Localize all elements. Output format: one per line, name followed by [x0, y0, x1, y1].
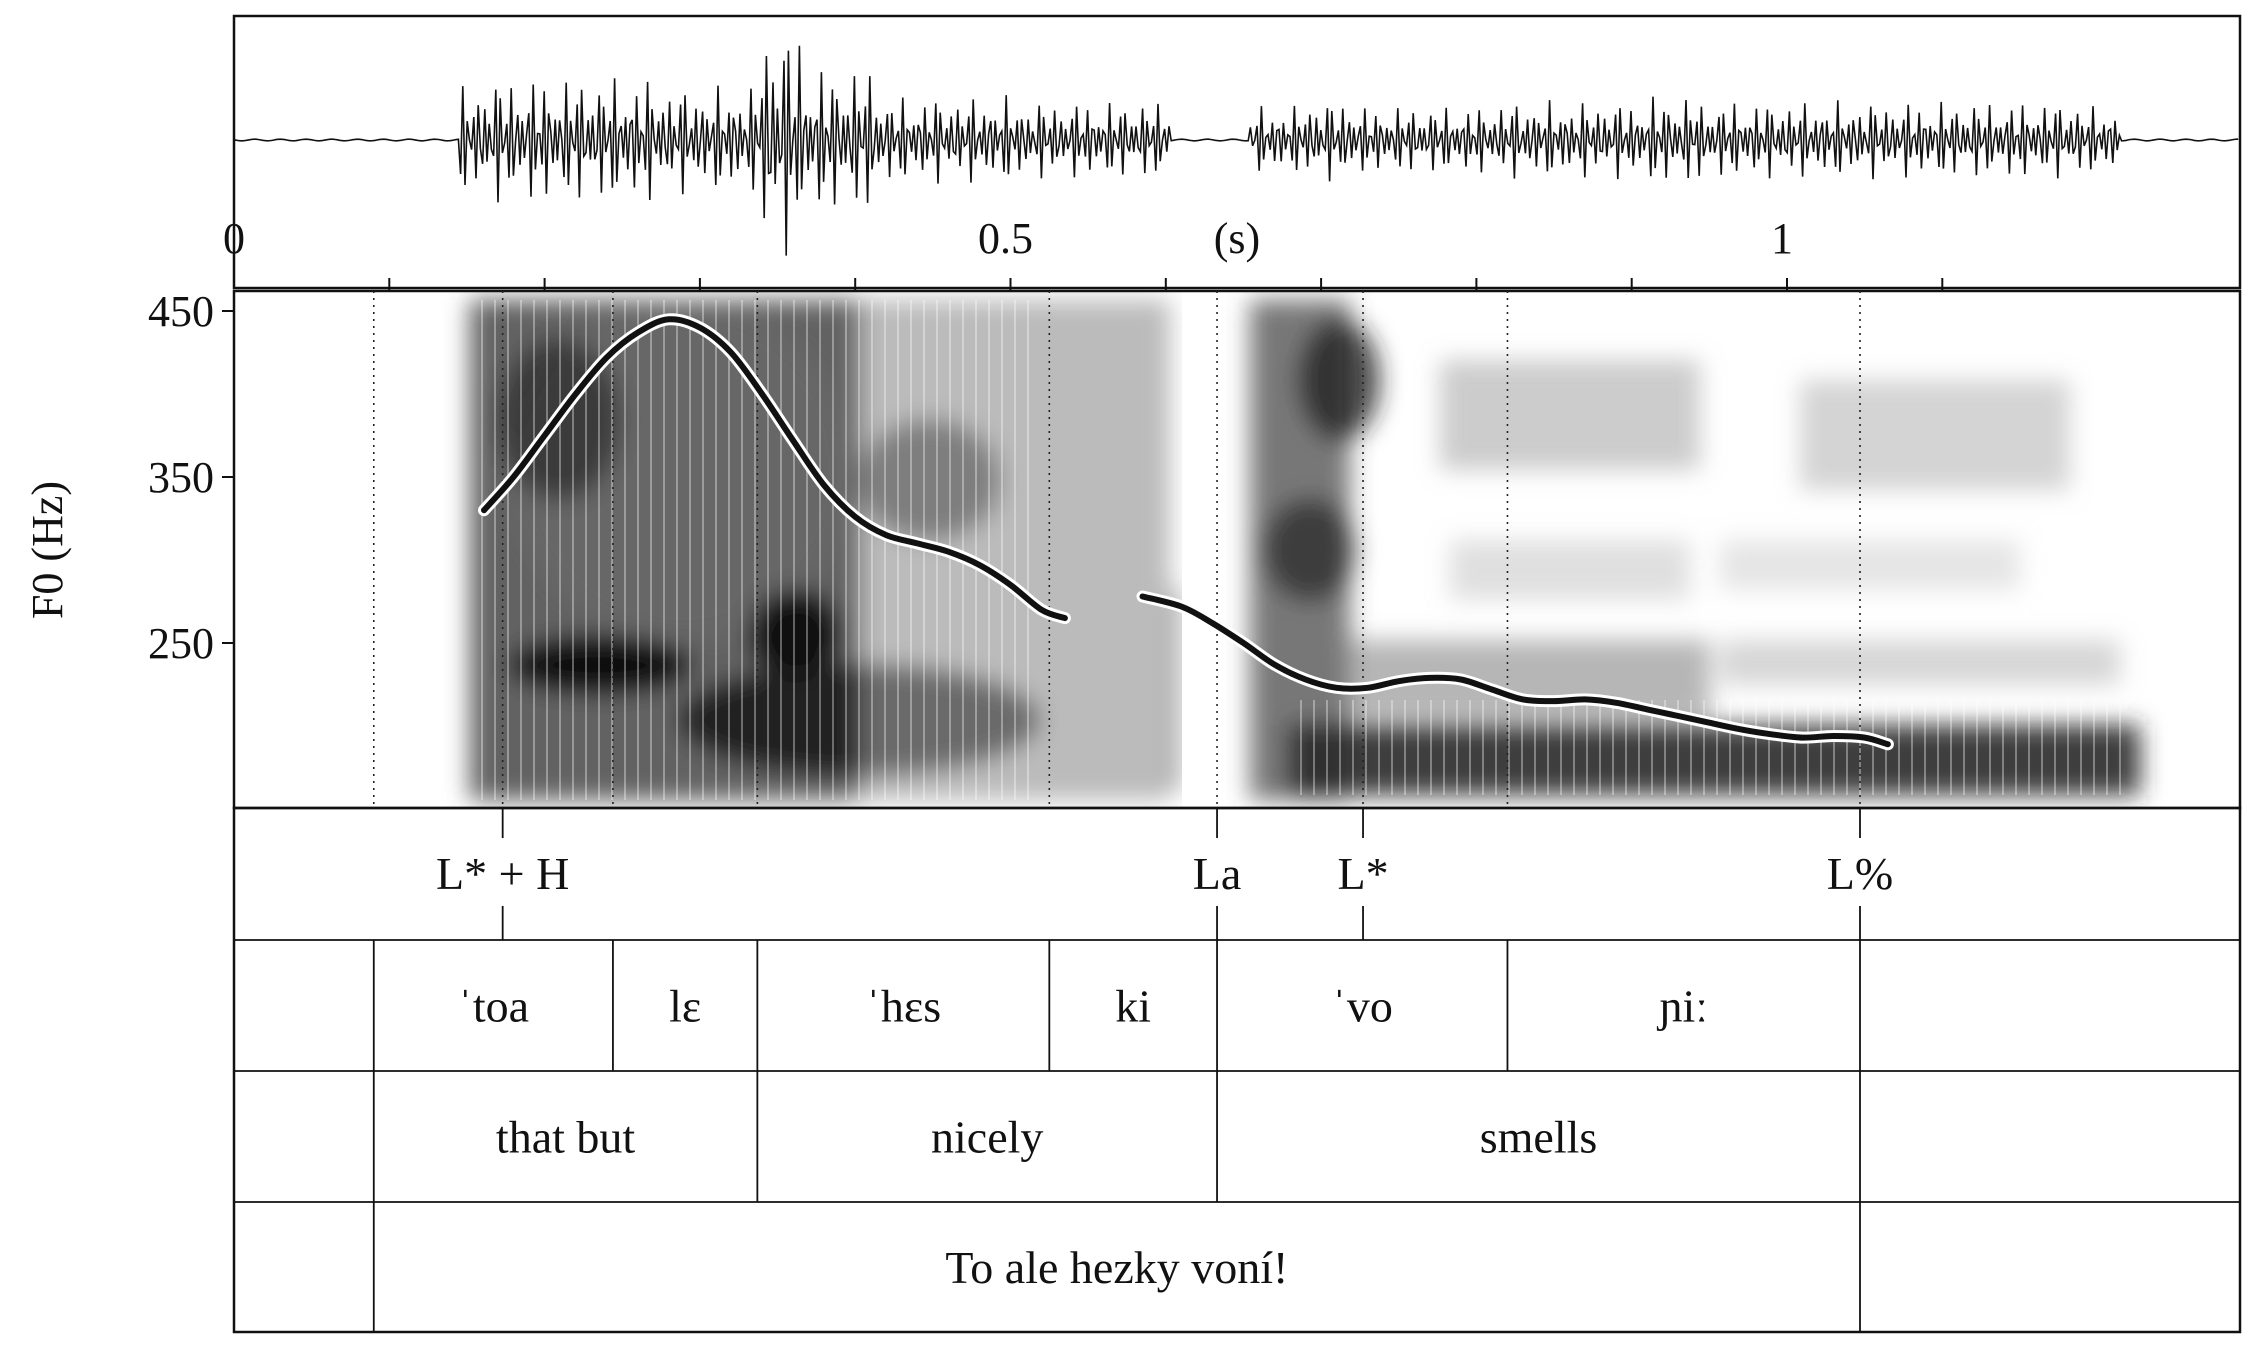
spectrogram-panel: 450 350 250 F0 (Hz)	[23, 287, 2242, 810]
tone-tier: L* + H La L* L%	[436, 808, 1893, 940]
tone-label: L*	[1337, 848, 1388, 899]
gloss-tier: that but nicely smells	[372, 1071, 1861, 1202]
f0-axis-title: F0 (Hz)	[23, 481, 72, 619]
gloss-label: smells	[1480, 1112, 1598, 1163]
tone-label: L* + H	[436, 848, 569, 899]
tone-label: L%	[1827, 848, 1893, 899]
gloss-label: that but	[496, 1112, 635, 1163]
f0-tick-label: 250	[148, 619, 214, 668]
time-tick-labels: 0 0.5 1	[223, 214, 1793, 263]
spectrogram-image	[470, 292, 2140, 807]
pitch-contour-line	[1139, 593, 1891, 748]
syllable-label: ki	[1115, 981, 1151, 1032]
pitch-contour	[478, 313, 1894, 751]
waveform-frame	[232, 14, 2242, 290]
sentence-tier: To ale hezky voní!	[372, 1202, 1861, 1332]
time-tick-label: 0	[223, 214, 245, 263]
waveform-panel	[232, 14, 2242, 290]
time-tick-label: 0.5	[978, 214, 1033, 263]
syllable-tier: ˈtoa lɛ ˈhɛs ki ˈvo ɲiː	[372, 940, 1861, 1071]
syllable-label: ˈhɛs	[866, 981, 942, 1032]
syllable-label: lɛ	[669, 981, 701, 1032]
time-unit-label: (s)	[1214, 214, 1260, 263]
syllable-label: ˈvo	[1332, 981, 1393, 1032]
tiers-frame	[232, 806, 2242, 1334]
time-axis: 0 0.5 1 (s)	[223, 214, 1944, 291]
time-ticks	[388, 278, 1944, 291]
tone-label: La	[1193, 848, 1242, 899]
f0-tick-label: 350	[148, 453, 214, 502]
f0-axis: 450 350 250	[148, 287, 234, 668]
waveform-trace	[233, 45, 2239, 256]
time-tick-label: 1	[1771, 214, 1793, 263]
syllable-label: ˈtoa	[458, 981, 530, 1032]
f0-tick-label: 450	[148, 287, 214, 336]
syllable-label: ɲiː	[1656, 981, 1708, 1032]
pitch-contour-line	[481, 316, 1068, 622]
annotation-tiers: L* + H La L* L% ˈtoa lɛ ˈhɛs ki ˈvo ɲiː that but…	[232, 806, 2242, 1334]
sentence-label: To ale hezky voní!	[945, 1242, 1288, 1293]
gloss-label: nicely	[931, 1112, 1043, 1163]
